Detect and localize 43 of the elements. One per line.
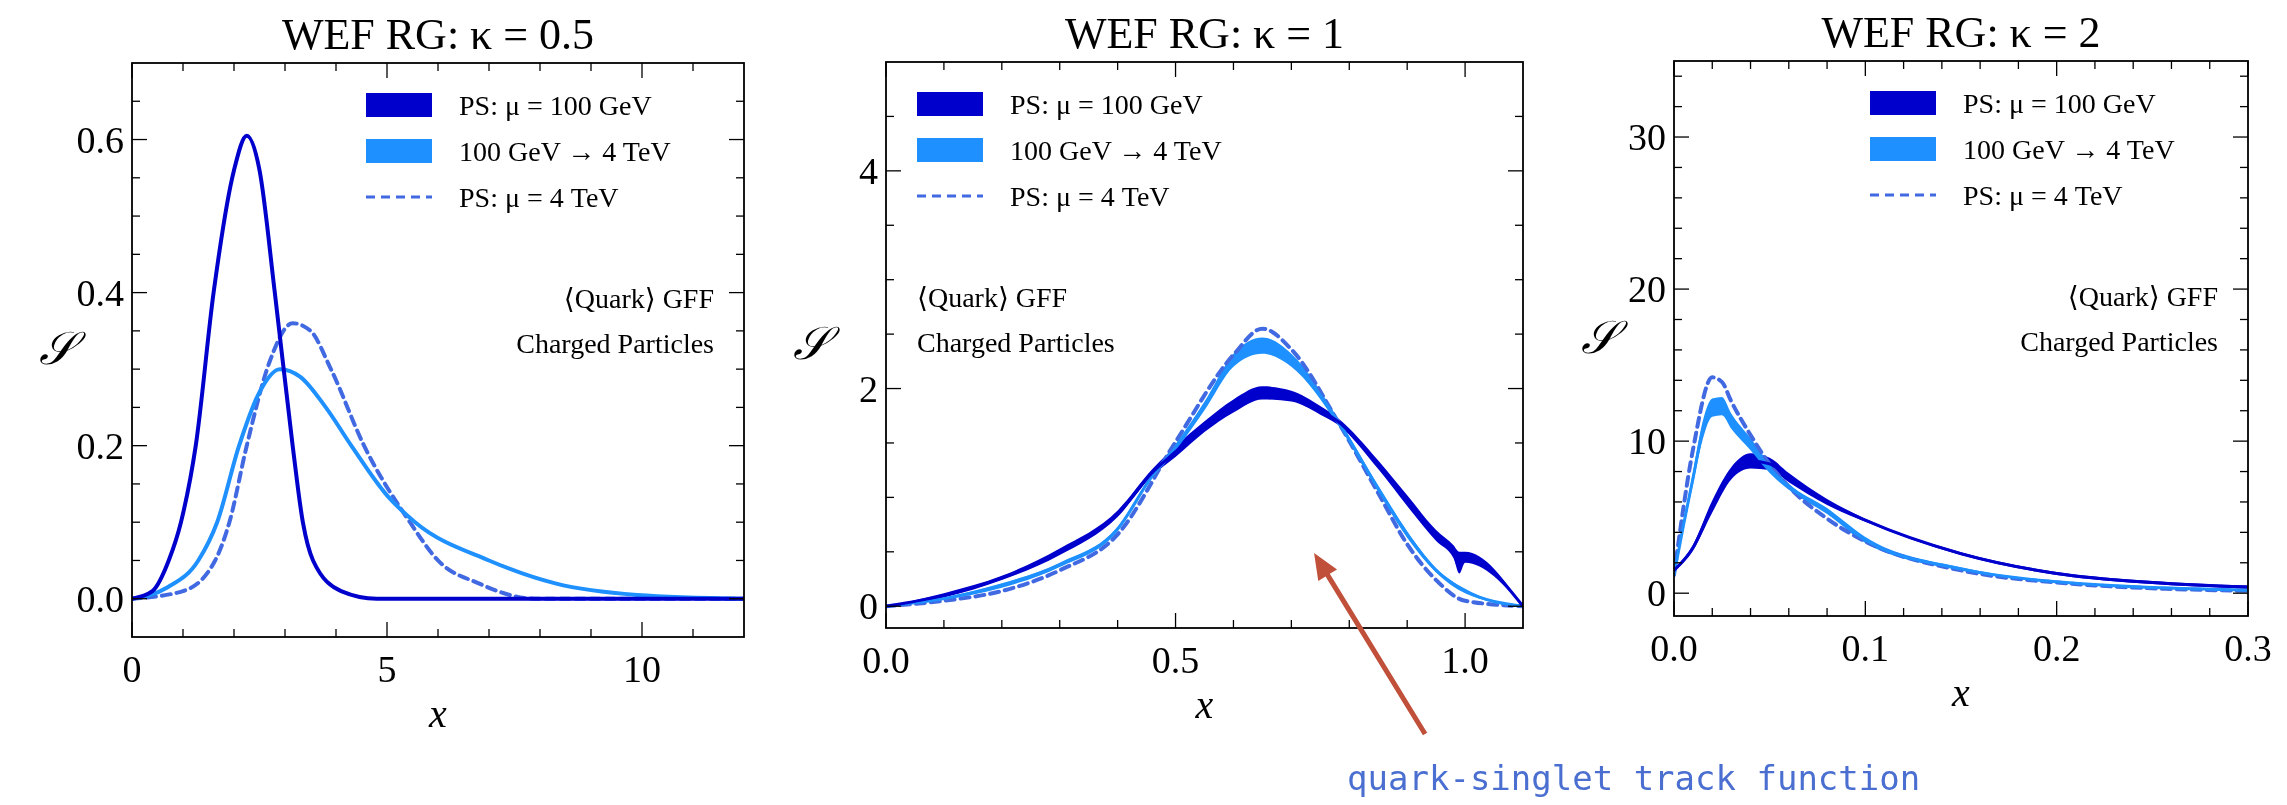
x-tick-label: 1.0	[1441, 639, 1489, 681]
y-axis-title: 𝒮	[793, 316, 840, 370]
x-tick-label: 0.1	[1841, 627, 1890, 669]
x-axis-title: x	[1194, 682, 1214, 727]
legend-label: PS: μ = 4 TeV	[459, 182, 619, 213]
chart-title: WEF RG: κ = 2	[1821, 8, 2101, 57]
legend-label: PS: μ = 100 GeV	[1010, 89, 1203, 120]
y-tick-label: 0.2	[76, 424, 124, 467]
annotation: ⟨Quark⟩ GFF	[2067, 281, 2218, 312]
x-tick-label: 0.3	[2224, 627, 2272, 669]
legend-label: 100 GeV → 4 TeV	[459, 136, 671, 167]
legend-label: PS: μ = 100 GeV	[1963, 88, 2156, 119]
y-tick-label: 0.4	[76, 271, 124, 314]
y-tick-label: 0	[1647, 572, 1666, 615]
y-tick-label: 30	[1628, 116, 1666, 159]
x-tick-label: 0.2	[2032, 627, 2081, 669]
y-axis-title: 𝒮	[39, 321, 86, 375]
x-tick-label: 0.5	[1151, 639, 1200, 681]
y-tick-label: 0.0	[76, 577, 124, 620]
annotation: Charged Particles	[516, 328, 714, 359]
x-tick-label: 5	[377, 648, 397, 690]
x-axis-title: x	[428, 691, 448, 736]
y-tick-label: 20	[1628, 268, 1666, 311]
chart-title: WEF RG: κ = 0.5	[281, 10, 595, 59]
annotation: ⟨Quark⟩ GFF	[563, 283, 714, 314]
y-tick-label: 2	[859, 367, 878, 410]
y-axis-title: 𝒮	[1581, 309, 1628, 364]
legend-label: PS: μ = 4 TeV	[1010, 181, 1170, 212]
y-tick-label: 10	[1628, 420, 1666, 463]
legend-label: 100 GeV → 4 TeV	[1963, 134, 2175, 165]
legend-label: 100 GeV → 4 TeV	[1010, 135, 1222, 166]
text: quark-singlet track function	[1347, 758, 1921, 798]
x-tick-label: 10	[623, 648, 661, 690]
annotation: Charged Particles	[2020, 326, 2218, 357]
annotation: Charged Particles	[917, 327, 1115, 358]
legend-label: PS: μ = 100 GeV	[459, 90, 652, 121]
y-tick-label: 4	[859, 149, 878, 192]
x-axis-title: x	[1951, 670, 1971, 715]
y-tick-label: 0	[859, 585, 878, 628]
chart-title: WEF RG: κ = 1	[1064, 9, 1345, 58]
annotation: ⟨Quark⟩ GFF	[917, 282, 1068, 313]
legend-label: PS: μ = 4 TeV	[1963, 180, 2123, 211]
y-tick-label: 0.6	[76, 118, 124, 161]
